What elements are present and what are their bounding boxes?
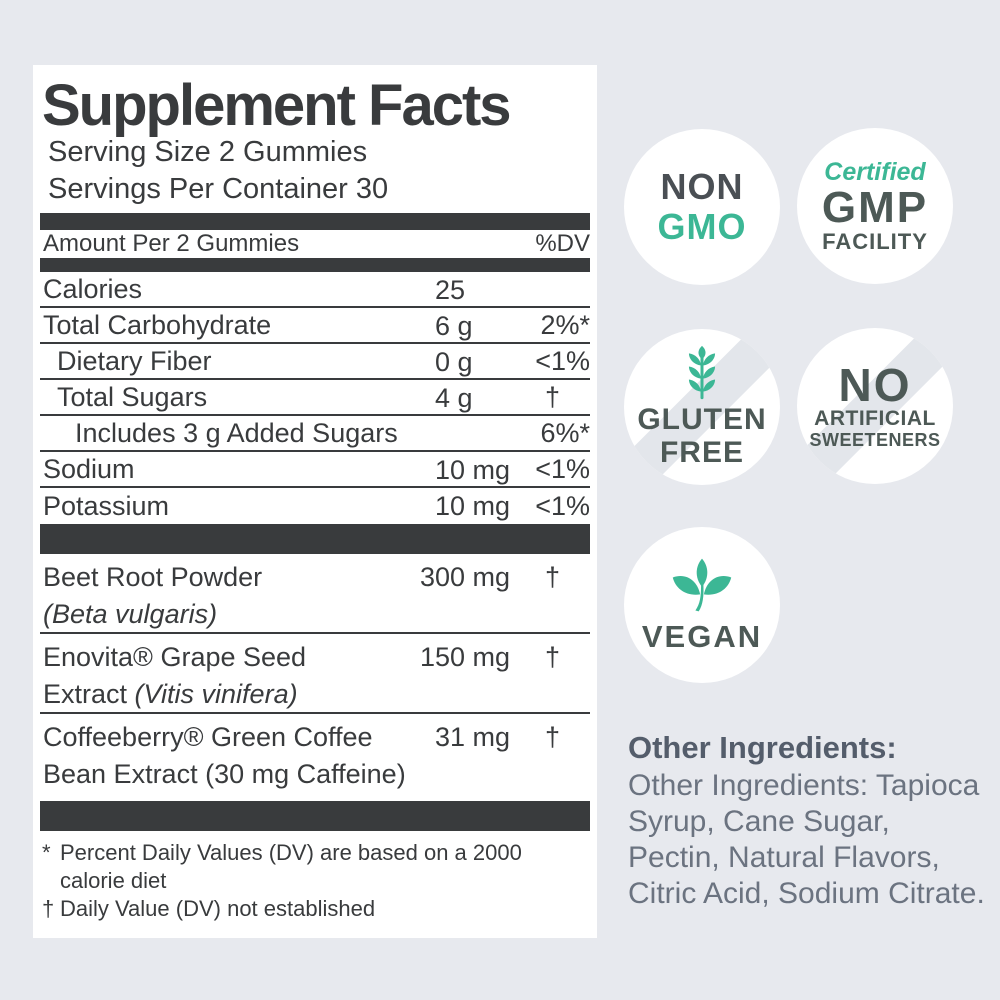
panel-title: Supplement Facts (42, 73, 512, 138)
divider-bar (40, 213, 590, 230)
ingredient-name-line2: Bean Extract (30 mg Caffeine) (43, 759, 406, 789)
footnotes: * Percent Daily Values (DV) are based on… (40, 839, 590, 923)
nutrient-dv: † (544, 381, 560, 412)
gmp-certified-label: Certified (824, 158, 926, 186)
nutrient-label: Sodium (43, 453, 135, 484)
ingredient-name-line1: Beet Root Powder (43, 562, 263, 592)
other-ingredients-heading: Other Ingredients: (628, 730, 897, 765)
ingredient-latin-name: (Vitis vinifera) (134, 679, 298, 709)
non-gmo-line2: GMO (657, 206, 747, 247)
ingredient-name-line1: Enovita® Grape Seed (43, 642, 307, 672)
nutrient-amount: 0 g (435, 346, 473, 377)
badge-no-artificial-sweeteners: NO ARTIFICIAL SWEETENERS (797, 328, 953, 484)
nutrient-row-calories: Calories 25 (40, 272, 590, 308)
footnote-marker: * (42, 840, 51, 865)
footnote-text: Daily Value (DV) not established (60, 896, 376, 921)
gluten-free-line2: FREE (659, 436, 744, 469)
nutrient-amount: 10 mg (435, 454, 511, 485)
footnote-percent-dv: * Percent Daily Values (DV) are based on… (40, 839, 590, 895)
nutrient-label: Calories (43, 273, 143, 304)
badge-certified-gmp-facility: Certified GMP FACILITY (797, 128, 953, 284)
gmp-label: GMP (821, 183, 929, 232)
servings-per-container: Servings Per Container 30 (48, 173, 389, 205)
nutrient-label: Includes 3 g Added Sugars (75, 417, 398, 448)
ingredient-table: Beet Root Powder (Beta vulgaris) 300 mg … (40, 554, 590, 794)
nutrient-dv: <1% (535, 490, 590, 521)
ingredient-name: Coffeeberry® Green Coffee Bean Extract (… (43, 719, 590, 793)
no-sweeteners-line3: SWEETENERS (809, 429, 941, 450)
nutrient-table: Calories 25 Total Carbohydrate 6 g 2%* D… (40, 272, 590, 524)
gmp-facility-label: FACILITY (822, 229, 928, 254)
vegan-label: VEGAN (641, 619, 763, 654)
footnote-marker: † (42, 896, 55, 921)
column-header-row: Amount Per 2 Gummies %DV (40, 230, 590, 258)
ingredient-row-grape-seed: Enovita® Grape Seed Extract (Vitis vinif… (40, 634, 590, 714)
divider-bar (40, 258, 590, 272)
nutrient-label: Potassium (43, 490, 170, 521)
ingredient-name-line1: Coffeeberry® Green Coffee (43, 722, 373, 752)
nutrient-dv: 2%* (540, 309, 590, 340)
divider-bar (40, 801, 590, 831)
nutrient-row-added-sugars: Includes 3 g Added Sugars 6%* (40, 416, 590, 452)
nutrient-row-total-carbohydrate: Total Carbohydrate 6 g 2%* (40, 308, 590, 344)
wheat-icon (681, 345, 723, 401)
ingredient-dv: † (544, 722, 560, 752)
ingredient-row-green-coffee: Coffeeberry® Green Coffee Bean Extract (… (40, 714, 590, 794)
nutrient-amount: 25 (435, 274, 466, 305)
dv-column-header: %DV (535, 230, 590, 257)
ingredient-latin-name: (Beta vulgaris) (43, 599, 218, 629)
badge-non-gmo: NON GMO (624, 129, 780, 285)
ingredient-amount: 31 mg (434, 722, 510, 752)
nutrient-row-sodium: Sodium 10 mg <1% (40, 452, 590, 488)
nutrient-dv: <1% (535, 453, 590, 484)
non-gmo-line1: NON (660, 166, 744, 207)
ingredient-name: Beet Root Powder (Beta vulgaris) (43, 559, 590, 633)
ingredient-dv: † (544, 562, 560, 592)
gluten-free-line1: GLUTEN (637, 403, 767, 436)
nutrient-amount: 10 mg (435, 490, 511, 521)
nutrient-dv: <1% (535, 345, 590, 376)
footnote-text: Percent Daily Values (DV) are based on a… (60, 840, 522, 893)
badge-vegan: VEGAN (624, 527, 780, 683)
nutrient-row-potassium: Potassium 10 mg <1% (40, 488, 590, 524)
nutrient-label: Total Carbohydrate (43, 309, 272, 340)
no-sweeteners-line1: NO (838, 358, 912, 411)
nutrient-amount: 4 g (435, 382, 473, 413)
badge-gluten-free: GLUTEN FREE (624, 329, 780, 485)
nutrient-label: Dietary Fiber (57, 345, 212, 376)
ingredient-amount: 150 mg (419, 642, 510, 672)
divider-bar (40, 524, 590, 554)
ingredient-amount: 300 mg (419, 562, 510, 592)
serving-size: Serving Size 2 Gummies (48, 136, 368, 168)
ingredient-name-line2: Extract (43, 679, 135, 709)
nutrient-amount: 6 g (435, 310, 473, 341)
nutrient-dv: 6%* (540, 417, 590, 448)
other-ingredients-text: Other Ingredients: Tapioca Syrup, Cane S… (628, 769, 985, 910)
other-ingredients-section: Other Ingredients: Other Ingredients: Ta… (628, 728, 986, 912)
ingredient-name: Enovita® Grape Seed Extract (Vitis vinif… (43, 639, 590, 713)
supplement-facts-panel: Supplement Facts Serving Size 2 Gummies … (33, 65, 597, 938)
ingredient-row-beet-root: Beet Root Powder (Beta vulgaris) 300 mg … (40, 554, 590, 634)
nutrient-row-total-sugars: Total Sugars 4 g † (40, 380, 590, 416)
nutrient-row-dietary-fiber: Dietary Fiber 0 g <1% (40, 344, 590, 380)
ingredient-dv: † (544, 642, 560, 672)
no-sweeteners-line2: ARTIFICIAL (814, 406, 936, 430)
leaf-icon (669, 556, 735, 614)
nutrient-label: Total Sugars (57, 381, 208, 412)
footnote-daily-value: † Daily Value (DV) not established (40, 895, 590, 923)
amount-column-header: Amount Per 2 Gummies (43, 230, 300, 257)
